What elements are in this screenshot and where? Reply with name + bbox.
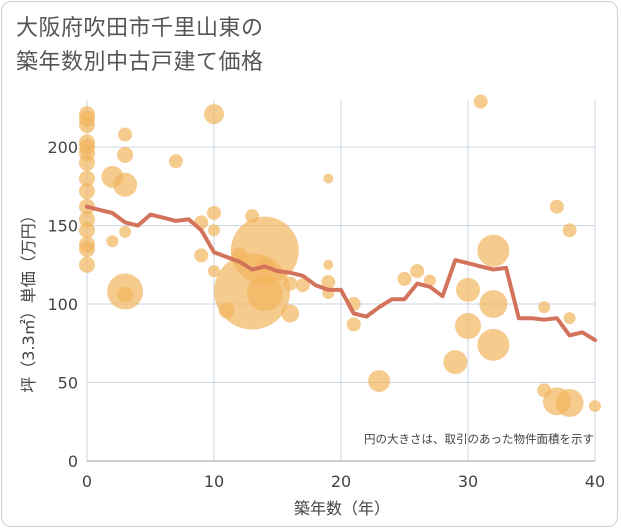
bubble-point-61 — [562, 223, 577, 238]
bubble-point-2 — [79, 117, 95, 134]
bubble-point-27 — [207, 206, 221, 221]
bubble-point-54 — [477, 234, 510, 267]
bubble-point-51 — [456, 277, 480, 302]
bubble-point-7 — [79, 170, 95, 187]
bubble-point-26 — [204, 104, 224, 125]
bubble-point-45 — [346, 317, 361, 332]
title-line-2: 築年数別中古戸建て価格 — [16, 50, 264, 75]
bubble-layer — [79, 94, 601, 417]
bubble-point-50 — [443, 350, 468, 375]
x-tick-label-3: 30 — [458, 472, 478, 491]
bubble-point-38 — [281, 304, 300, 323]
title-line-1: 大阪府吹田市千里山東の — [16, 16, 264, 41]
bubble-point-62 — [563, 312, 576, 325]
bubble-point-55 — [479, 290, 508, 319]
bubble-point-17 — [118, 127, 133, 142]
bubble-point-42 — [321, 275, 336, 290]
bubble-point-16 — [106, 235, 119, 248]
bubble-point-20 — [119, 225, 132, 238]
bubble-point-64 — [589, 400, 601, 413]
bubble-point-46 — [368, 369, 391, 392]
bubble-point-57 — [538, 301, 551, 314]
tick-labels: 0 10 20 30 40 0 50 100 150 200 — [47, 138, 605, 491]
bubble-point-29 — [208, 265, 220, 278]
y-tick-label-3: 150 — [47, 217, 78, 236]
bubble-point-37 — [283, 276, 298, 291]
x-tick-label-1: 10 — [204, 472, 224, 491]
size-note: 円の大きさは、取引のあった物件面積を示す — [364, 432, 594, 446]
bubble-point-25 — [194, 248, 209, 263]
bubble-point-8 — [79, 183, 95, 200]
bubble-point-22 — [117, 286, 134, 303]
x-axis-label: 築年数（年） — [294, 499, 390, 518]
bubble-point-39 — [295, 278, 310, 293]
bubble-point-48 — [410, 264, 425, 279]
y-tick-label-2: 100 — [47, 295, 78, 314]
chart-title: 大阪府吹田市千里山東の 築年数別中古戸建て価格 — [16, 12, 264, 80]
bubble-point-53 — [473, 94, 488, 109]
x-tick-label-4: 40 — [585, 472, 605, 491]
y-tick-label-1: 50 — [58, 374, 78, 393]
bubble-point-13 — [79, 241, 95, 258]
bubble-point-18 — [117, 146, 134, 163]
bubble-point-10 — [79, 211, 95, 228]
bubble-point-59 — [549, 199, 564, 214]
bubble-point-52 — [455, 313, 481, 340]
y-tick-label-4: 200 — [47, 138, 78, 157]
bubble-point-11 — [79, 222, 95, 239]
average-price-line — [85, 204, 597, 343]
bubble-point-63 — [555, 388, 584, 417]
bubble-point-14 — [79, 256, 95, 273]
bubble-point-36 — [246, 275, 283, 312]
bubble-point-47 — [397, 271, 412, 286]
grid-lines — [86, 100, 596, 462]
bubble-point-40 — [323, 173, 334, 184]
x-tick-label-2: 20 — [331, 472, 351, 491]
y-tick-label-0: 0 — [68, 452, 78, 471]
bubble-point-49 — [423, 274, 436, 287]
bubble-point-28 — [208, 224, 220, 237]
bubble-point-23 — [168, 154, 183, 169]
bubble-point-6 — [79, 154, 95, 171]
bubble-point-19 — [113, 172, 138, 197]
average-line-layer — [85, 204, 597, 343]
bubble-point-56 — [477, 328, 510, 361]
bubble-point-41 — [323, 259, 334, 270]
y-axis-label: 坪（3.3㎡）単価（万円） — [19, 207, 38, 392]
x-tick-label-0: 0 — [82, 472, 92, 491]
